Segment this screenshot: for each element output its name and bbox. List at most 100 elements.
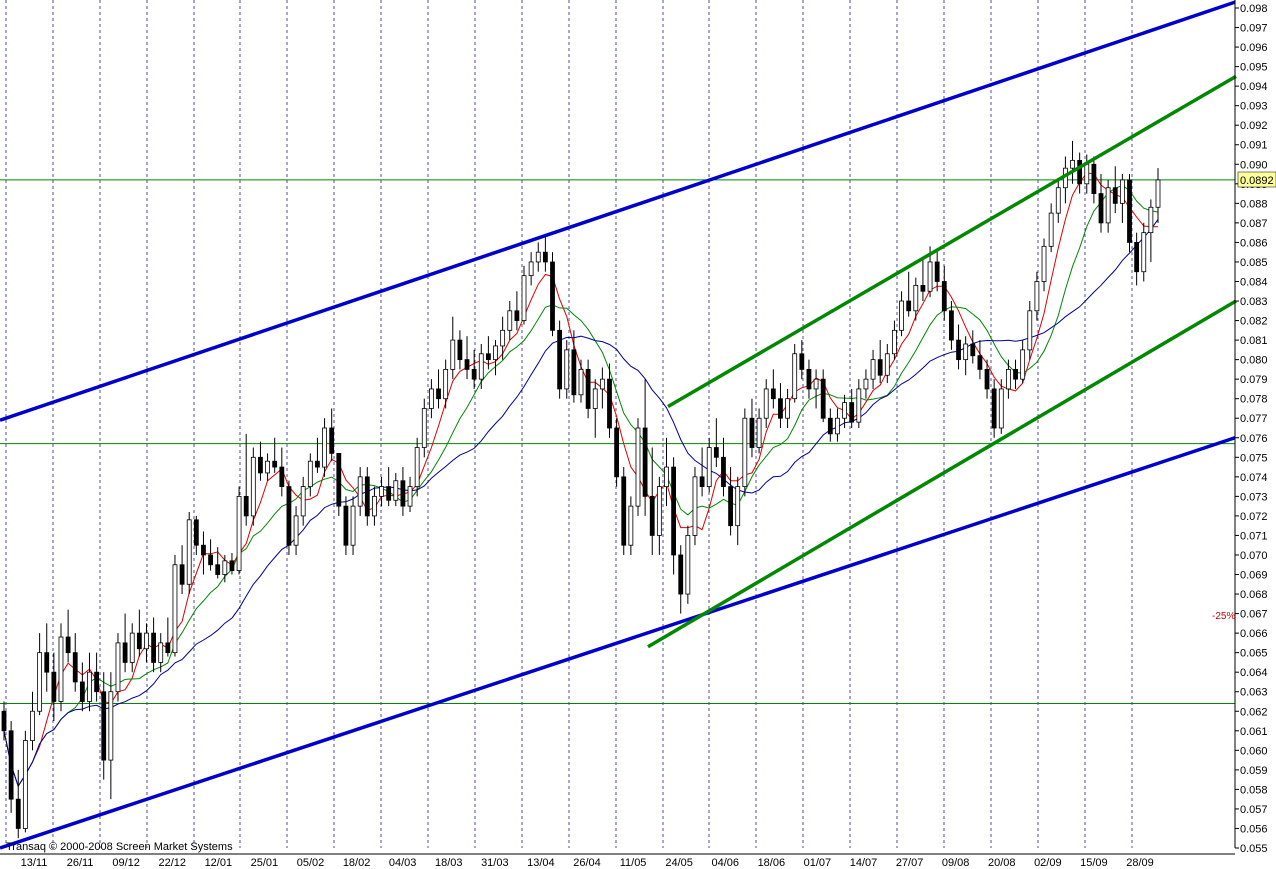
x-tick-label: 31/03 bbox=[481, 857, 509, 869]
candle-body bbox=[806, 368, 812, 390]
candle-body bbox=[37, 652, 43, 712]
y-tick-label: 0.073 bbox=[1240, 491, 1268, 503]
candle-body bbox=[101, 691, 107, 761]
candle-body bbox=[307, 460, 313, 488]
candle-body bbox=[963, 343, 969, 361]
candle-body bbox=[258, 456, 263, 474]
candle-body bbox=[279, 466, 285, 488]
candle-body bbox=[835, 417, 840, 435]
candle-body bbox=[941, 281, 947, 312]
x-tick-label: 22/12 bbox=[158, 857, 186, 869]
candle-body bbox=[899, 300, 904, 331]
candle-body bbox=[1098, 193, 1104, 224]
candle-body bbox=[315, 460, 320, 468]
candle-body bbox=[450, 339, 456, 370]
candle-body bbox=[920, 284, 926, 292]
candle-body bbox=[557, 329, 563, 390]
price-badge: 0.0892 bbox=[1240, 175, 1274, 187]
candle-body bbox=[877, 359, 883, 376]
candle-body bbox=[927, 261, 933, 292]
y-tick-label: 0.057 bbox=[1240, 804, 1268, 816]
candle-body bbox=[343, 505, 349, 546]
date-axis: 13/11 26/11 09/12 22/12 12/01 25/01 05/02 18/02… bbox=[0, 853, 1235, 869]
candle-body bbox=[592, 388, 598, 409]
y-tick-label: 0.071 bbox=[1240, 530, 1268, 542]
candle-body bbox=[1013, 368, 1018, 380]
candle-body bbox=[671, 466, 677, 556]
candle-body bbox=[158, 642, 164, 663]
x-tick-label: 26/11 bbox=[67, 857, 94, 869]
candle-body bbox=[22, 740, 28, 829]
x-tick-label: 13/11 bbox=[21, 857, 48, 869]
candle-body bbox=[628, 505, 634, 546]
candle-body bbox=[265, 460, 270, 474]
candle-body bbox=[72, 652, 78, 683]
y-tick-label: 0.055 bbox=[1240, 843, 1268, 855]
x-tick-label: 24/05 bbox=[665, 857, 693, 869]
y-tick-label: 0.058 bbox=[1240, 784, 1268, 796]
candle-body bbox=[621, 476, 627, 546]
y-tick-label: 0.078 bbox=[1240, 394, 1268, 406]
candle-body bbox=[122, 642, 128, 663]
y-tick-label: 0.060 bbox=[1240, 745, 1268, 757]
candle-body bbox=[108, 691, 114, 761]
candle-body bbox=[478, 353, 484, 380]
x-tick-label: 18/02 bbox=[343, 857, 371, 869]
candle-body bbox=[193, 519, 199, 546]
candle-body bbox=[998, 388, 1004, 429]
candle-body bbox=[1134, 242, 1140, 273]
x-tick-label: 27/07 bbox=[896, 857, 924, 869]
ma-mid-line bbox=[3, 184, 1159, 788]
candle-body bbox=[713, 447, 719, 458]
y-tick-label: 0.087 bbox=[1240, 218, 1268, 230]
candle-body bbox=[336, 452, 342, 507]
candle-body bbox=[1070, 159, 1075, 169]
candle-body bbox=[642, 427, 648, 497]
candle-body bbox=[58, 636, 64, 702]
candle-body bbox=[685, 535, 691, 595]
candle-body bbox=[770, 388, 776, 400]
y-tick-label: 0.085 bbox=[1240, 257, 1268, 269]
candle-body bbox=[236, 495, 242, 572]
candle-body bbox=[870, 359, 876, 380]
candle-body bbox=[15, 798, 21, 829]
candles bbox=[1, 140, 1161, 839]
x-tick-label: 11/05 bbox=[620, 857, 647, 869]
candle-body bbox=[1112, 187, 1118, 204]
y-tick-label: 0.074 bbox=[1240, 472, 1268, 484]
y-tick-label: 0.096 bbox=[1240, 42, 1268, 54]
candle-body bbox=[542, 251, 548, 263]
candle-body bbox=[379, 486, 384, 497]
x-tick-label: 01/07 bbox=[804, 857, 832, 869]
candle-body bbox=[763, 388, 769, 419]
candle-body bbox=[293, 515, 299, 546]
x-tick-label: 09/08 bbox=[942, 857, 970, 869]
candle-body bbox=[485, 353, 491, 361]
candle-body bbox=[357, 476, 363, 507]
candle-body bbox=[471, 368, 477, 380]
x-tick-label: 09/12 bbox=[112, 857, 140, 869]
candle-body bbox=[514, 310, 520, 321]
x-tick-label: 02/09 bbox=[1034, 857, 1062, 869]
candle-body bbox=[827, 417, 833, 435]
candle-body bbox=[65, 636, 71, 654]
candle-body bbox=[799, 353, 805, 370]
candle-body bbox=[457, 339, 463, 361]
candle-body bbox=[500, 329, 506, 347]
channel-outer-line bbox=[0, 0, 1236, 422]
y-tick-label: 0.086 bbox=[1240, 237, 1268, 249]
candle-body bbox=[400, 480, 406, 507]
candle-body bbox=[51, 671, 57, 702]
candle-body bbox=[172, 564, 178, 654]
candle-body bbox=[87, 671, 92, 702]
y-tick-label: 0.077 bbox=[1240, 413, 1268, 425]
x-tick-label: 04/03 bbox=[389, 857, 417, 869]
candle-body bbox=[243, 495, 249, 517]
candle-body bbox=[656, 486, 662, 536]
candle-body bbox=[849, 402, 855, 423]
candle-body bbox=[1119, 179, 1125, 204]
candle-body bbox=[222, 560, 228, 575]
candle-body bbox=[991, 388, 997, 429]
candle-body bbox=[721, 456, 726, 488]
